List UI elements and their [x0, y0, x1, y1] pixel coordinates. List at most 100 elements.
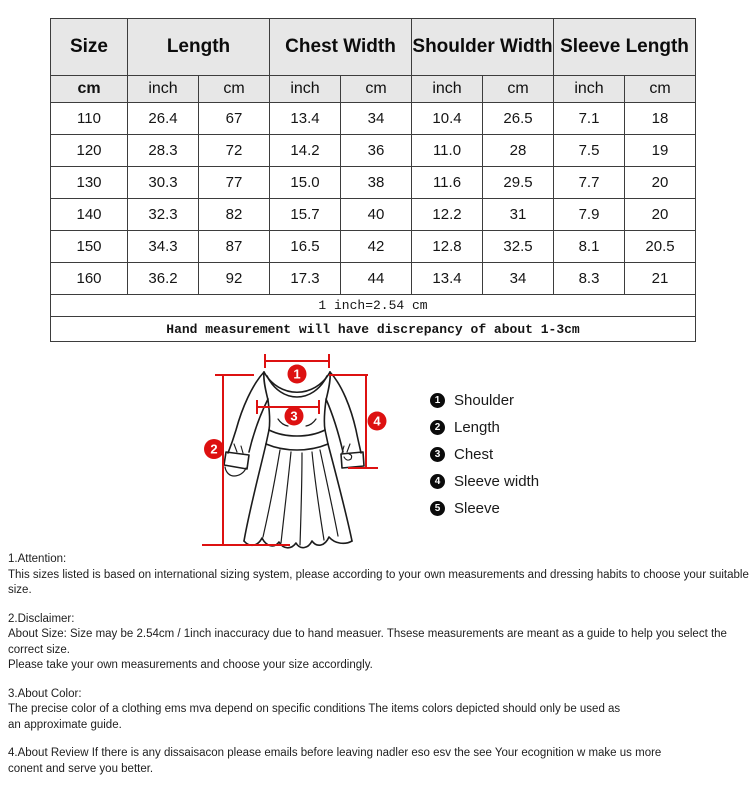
table-cell: 26.5 — [482, 102, 554, 135]
table-cell: 34 — [340, 102, 412, 135]
note-row: Hand measurement will have discrepancy o… — [50, 316, 696, 342]
column-header: Chest Width — [269, 18, 412, 76]
legend-item: 1 Shoulder — [430, 387, 539, 414]
table-cell: 17.3 — [269, 262, 341, 295]
legend-label: Sleeve width — [454, 473, 540, 490]
table-cell: 13.4 — [411, 262, 483, 295]
legend-item: 4 Sleeve width — [430, 468, 539, 495]
marker-4: 4 — [373, 414, 381, 429]
measurement-lines — [202, 354, 378, 546]
table-cell: 67 — [198, 102, 270, 135]
notes-body: 4.About Review If there is any dissaisac… — [8, 747, 662, 775]
table-cell: 12.2 — [411, 198, 483, 231]
legend-number-icon: 1 — [430, 393, 445, 408]
table-cell: 28.3 — [127, 134, 199, 167]
table-cell: 92 — [198, 262, 270, 295]
table-cell: 7.9 — [553, 198, 625, 231]
table-cell: 14.2 — [269, 134, 341, 167]
legend-label: Length — [454, 419, 500, 436]
notes-heading: 1.Attention: — [8, 553, 67, 565]
measurement-note: Hand measurement will have discrepancy o… — [50, 316, 696, 342]
unit-cell: cm — [624, 75, 696, 103]
table-cell: 77 — [198, 166, 270, 199]
table-cell: 20 — [624, 198, 696, 231]
table-cell: 21 — [624, 262, 696, 295]
table-cell: 20 — [624, 166, 696, 199]
notes-heading: 2.Disclaimer: — [8, 612, 75, 625]
table-row: 120 28.3 72 14.2 36 11.0 28 7.5 19 — [50, 134, 696, 167]
legend-number-icon: 3 — [430, 447, 445, 462]
table-cell: 36 — [340, 134, 412, 167]
table-cell: 150 — [50, 230, 128, 263]
unit-cell: cm — [50, 75, 128, 103]
table-cell: 11.0 — [411, 134, 483, 167]
table-cell: 29.5 — [482, 166, 554, 199]
table-cell: 140 — [50, 198, 128, 231]
table-cell: 34 — [482, 262, 554, 295]
table-row: 160 36.2 92 17.3 44 13.4 34 8.3 21 — [50, 262, 696, 295]
column-header: Length — [127, 18, 270, 76]
table-cell: 18 — [624, 102, 696, 135]
unit-cell: inch — [411, 75, 483, 103]
table-cell: 44 — [340, 262, 412, 295]
notes-body: This sizes listed is based on internatio… — [8, 568, 749, 597]
table-row: 110 26.4 67 13.4 34 10.4 26.5 7.1 18 — [50, 102, 696, 135]
unit-row: cm inch cm inch cm inch cm inch cm — [50, 75, 696, 103]
table-cell: 87 — [198, 230, 270, 263]
measurement-legend: 1 Shoulder 2 Length 3 Chest 4 Sleeve width 5 Slee… — [430, 387, 539, 522]
table-cell: 40 — [340, 198, 412, 231]
table-cell: 15.0 — [269, 166, 341, 199]
table-row: 150 34.3 87 16.5 42 12.8 32.5 8.1 20.5 — [50, 230, 696, 263]
column-header: Size — [50, 18, 128, 76]
notes-block: 1.Attention: This sizes listed is based o… — [8, 552, 750, 790]
unit-cell: inch — [127, 75, 199, 103]
table-cell: 82 — [198, 198, 270, 231]
marker-2: 2 — [210, 442, 217, 457]
notes-section: 3.About Color: The precise color of a clo… — [8, 687, 750, 734]
dress-measurement-diagram: 1 2 3 4 — [202, 354, 387, 549]
size-table-body: 110 26.4 67 13.4 34 10.4 26.5 7.1 18 120 28.3 72 14.… — [50, 102, 696, 342]
notes-section: 4.About Review If there is any dissaisac… — [8, 746, 750, 777]
size-chart-table: Size Length Chest Width Shoulder Width Sleev… — [50, 18, 696, 342]
table-cell: 110 — [50, 102, 128, 135]
table-cell: 20.5 — [624, 230, 696, 263]
unit-cell: inch — [553, 75, 625, 103]
table-cell: 31 — [482, 198, 554, 231]
notes-section: 1.Attention: This sizes listed is based o… — [8, 552, 750, 599]
legend-item: 3 Chest — [430, 441, 539, 468]
table-cell: 13.4 — [269, 102, 341, 135]
table-cell: 26.4 — [127, 102, 199, 135]
marker-3: 3 — [290, 409, 297, 424]
table-cell: 19 — [624, 134, 696, 167]
dress-line-art — [223, 371, 365, 549]
table-cell: 38 — [340, 166, 412, 199]
header-row: Size Length Chest Width Shoulder Width Sleev… — [50, 18, 696, 76]
table-cell: 130 — [50, 166, 128, 199]
table-cell: 7.5 — [553, 134, 625, 167]
unit-cell: cm — [198, 75, 270, 103]
column-header: Shoulder Width — [411, 18, 554, 76]
table-row: 140 32.3 82 15.7 40 12.2 31 7.9 20 — [50, 198, 696, 231]
unit-cell: inch — [269, 75, 341, 103]
table-cell: 36.2 — [127, 262, 199, 295]
legend-item: 5 Sleeve — [430, 495, 539, 522]
marker-1: 1 — [293, 367, 300, 382]
table-cell: 28 — [482, 134, 554, 167]
table-cell: 32.5 — [482, 230, 554, 263]
legend-item: 2 Length — [430, 414, 539, 441]
unit-cell: cm — [482, 75, 554, 103]
conversion-note: 1 inch=2.54 cm — [50, 294, 696, 317]
table-cell: 32.3 — [127, 198, 199, 231]
table-cell: 8.1 — [553, 230, 625, 263]
unit-cell: cm — [340, 75, 412, 103]
legend-number-icon: 4 — [430, 474, 445, 489]
table-row: 130 30.3 77 15.0 38 11.6 29.5 7.7 20 — [50, 166, 696, 199]
legend-label: Chest — [454, 446, 494, 463]
table-cell: 72 — [198, 134, 270, 167]
table-cell: 7.1 — [553, 102, 625, 135]
notes-heading: 3.About Color: — [8, 687, 82, 700]
table-cell: 7.7 — [553, 166, 625, 199]
table-cell: 8.3 — [553, 262, 625, 295]
notes-section: 2.Disclaimer: About Size: Size may be 2.5… — [8, 612, 750, 674]
table-cell: 10.4 — [411, 102, 483, 135]
